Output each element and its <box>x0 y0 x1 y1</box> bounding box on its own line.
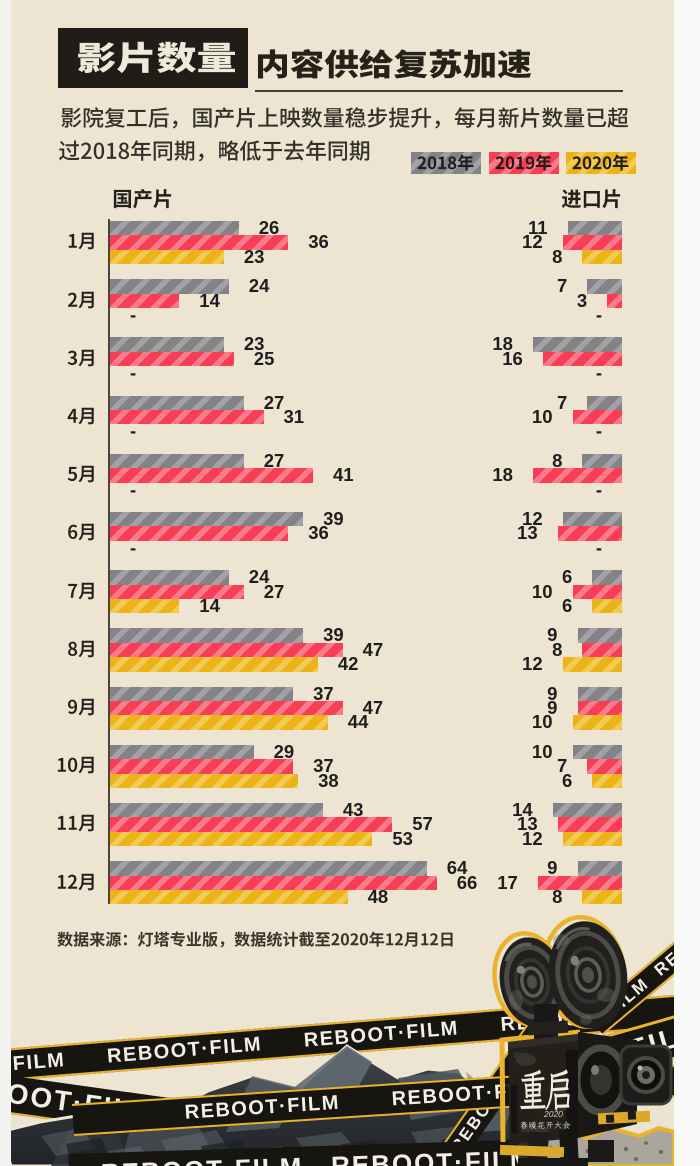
svg-text:2020: 2020 <box>543 1109 563 1119</box>
